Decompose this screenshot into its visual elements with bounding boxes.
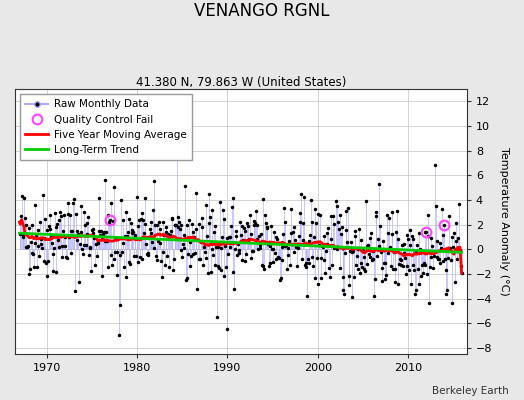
Text: VENANGO RGNL: VENANGO RGNL: [194, 2, 330, 20]
Text: Berkeley Earth: Berkeley Earth: [432, 386, 508, 396]
Y-axis label: Temperature Anomaly (°C): Temperature Anomaly (°C): [499, 147, 509, 296]
Legend: Raw Monthly Data, Quality Control Fail, Five Year Moving Average, Long-Term Tren: Raw Monthly Data, Quality Control Fail, …: [20, 94, 191, 160]
Title: 41.380 N, 79.863 W (United States): 41.380 N, 79.863 W (United States): [136, 76, 346, 89]
